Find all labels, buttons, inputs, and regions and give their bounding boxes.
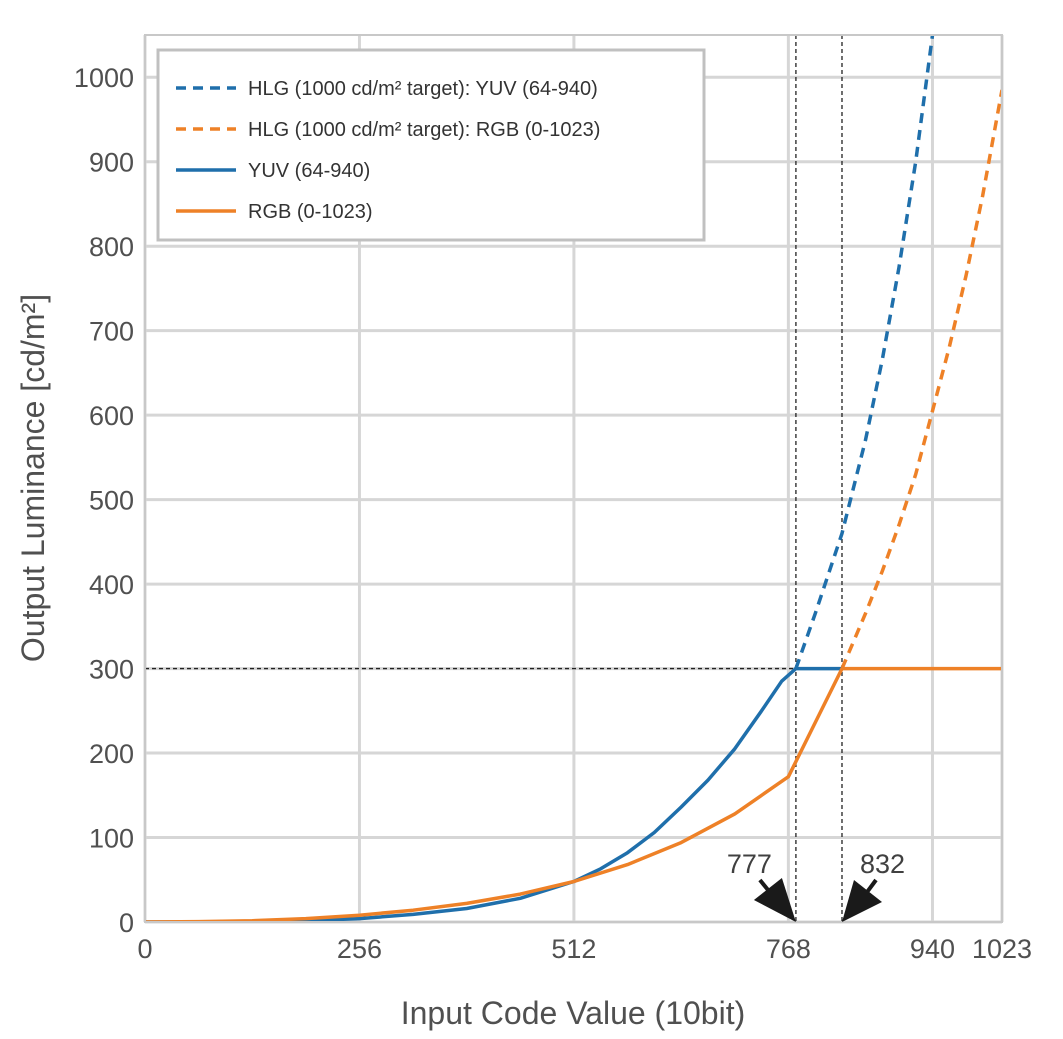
legend-label: HLG (1000 cd/m² target): RGB (0-1023)	[248, 119, 600, 141]
legend-label: YUV (64-940)	[248, 160, 370, 182]
legend-label: RGB (0-1023)	[248, 201, 373, 223]
y-tick-label: 0	[119, 908, 134, 938]
y-tick-label: 1000	[74, 63, 134, 93]
x-tick-label: 1023	[972, 934, 1032, 964]
reference-lines	[145, 35, 843, 922]
series-line-4	[145, 666, 1002, 922]
series-line-1	[794, 35, 935, 670]
annotation-label: 777	[727, 849, 772, 879]
y-tick-label: 100	[89, 824, 134, 854]
y-tick-label: 900	[89, 148, 134, 178]
series-line-3	[145, 666, 842, 922]
plot-frame	[144, 34, 1003, 923]
tick-labels: 0 256 512 768 940 1023 0 100 200 300 400 500 600 700 8…	[74, 63, 1032, 964]
y-tick-label: 300	[89, 655, 134, 685]
y-tick-label: 500	[89, 486, 134, 516]
legend-box	[156, 48, 706, 242]
series-lines	[145, 35, 1002, 922]
annotation-label: 832	[860, 849, 905, 879]
y-tick-label: 200	[89, 739, 134, 769]
y-tick-label: 400	[89, 570, 134, 600]
annotation-arrow-head	[841, 880, 882, 922]
annotation-arrow-head	[753, 878, 796, 922]
y-axis-title: Output Luminance [cd/m²]	[15, 294, 51, 662]
series-line-2	[840, 89, 1002, 670]
x-tick-label: 256	[337, 934, 382, 964]
x-tick-label: 940	[910, 934, 955, 964]
legend-label: HLG (1000 cd/m² target): YUV (64-940)	[248, 78, 598, 100]
legend: HLG (1000 cd/m² target): YUV (64-940) HLG…	[156, 48, 706, 242]
x-tick-label: 512	[551, 934, 596, 964]
y-tick-label: 700	[89, 317, 134, 347]
x-axis-title: Input Code Value (10bit)	[401, 995, 746, 1031]
y-tick-label: 800	[89, 232, 134, 262]
y-tick-label: 600	[89, 401, 134, 431]
x-tick-label: 768	[766, 934, 811, 964]
annotations: 777 832	[727, 849, 905, 922]
x-tick-label: 0	[137, 934, 152, 964]
